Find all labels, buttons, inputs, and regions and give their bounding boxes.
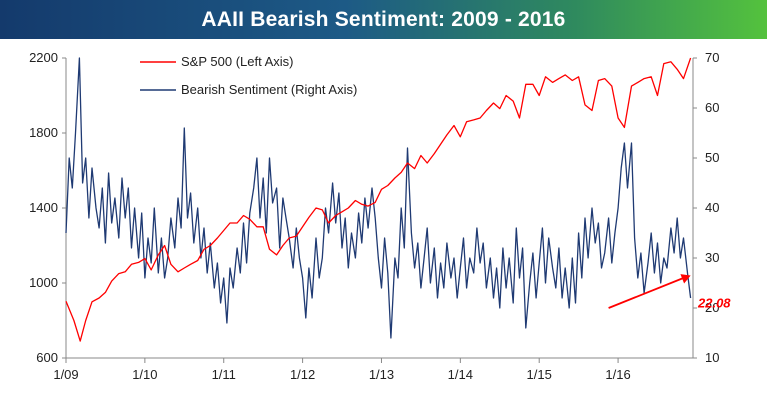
right-axis-tick-label: 20 — [705, 300, 719, 315]
sp500-series-line — [65, 57, 692, 342]
right-axis-tick-label: 40 — [705, 200, 719, 215]
chart-title: AAII Bearish Sentiment: 2009 - 2016 — [201, 7, 566, 31]
x-axis-tick-label: 1/10 — [132, 367, 157, 382]
x-axis-tick-label: 1/14 — [448, 367, 473, 382]
left-axis-tick-label: 2200 — [29, 50, 58, 65]
x-axis-tick-label: 1/11 — [212, 367, 236, 382]
legend-label-sp500: S&P 500 (Left Axis) — [181, 54, 294, 69]
right-axis-tick-label: 60 — [705, 100, 719, 115]
legend-label-bearish: Bearish Sentiment (Right Axis) — [181, 82, 357, 97]
left-axis-tick-label: 1000 — [29, 275, 58, 290]
x-axis-tick-label: 1/09 — [53, 367, 78, 382]
left-axis-tick-label: 1400 — [29, 200, 58, 215]
x-axis-tick-label: 1/15 — [527, 367, 552, 382]
right-axis-tick-label: 10 — [705, 350, 719, 365]
annotation-arrow-line — [608, 276, 685, 309]
left-axis-tick-label: 1800 — [29, 125, 58, 140]
x-axis-tick-label: 1/12 — [290, 367, 315, 382]
x-axis-tick-label: 1/13 — [369, 367, 394, 382]
annotation-arrow-head — [680, 274, 691, 284]
bearish-sentiment-series-line — [65, 57, 692, 339]
left-axis-tick-label: 600 — [36, 350, 58, 365]
x-axis-tick-label: 1/16 — [605, 367, 630, 382]
right-axis-tick-label: 70 — [705, 50, 719, 65]
right-axis-tick-label: 50 — [705, 150, 719, 165]
chart-title-bar: AAII Bearish Sentiment: 2009 - 2016 — [0, 0, 767, 39]
annotation-value-label: 22.08 — [697, 296, 731, 311]
right-axis-tick-label: 30 — [705, 250, 719, 265]
